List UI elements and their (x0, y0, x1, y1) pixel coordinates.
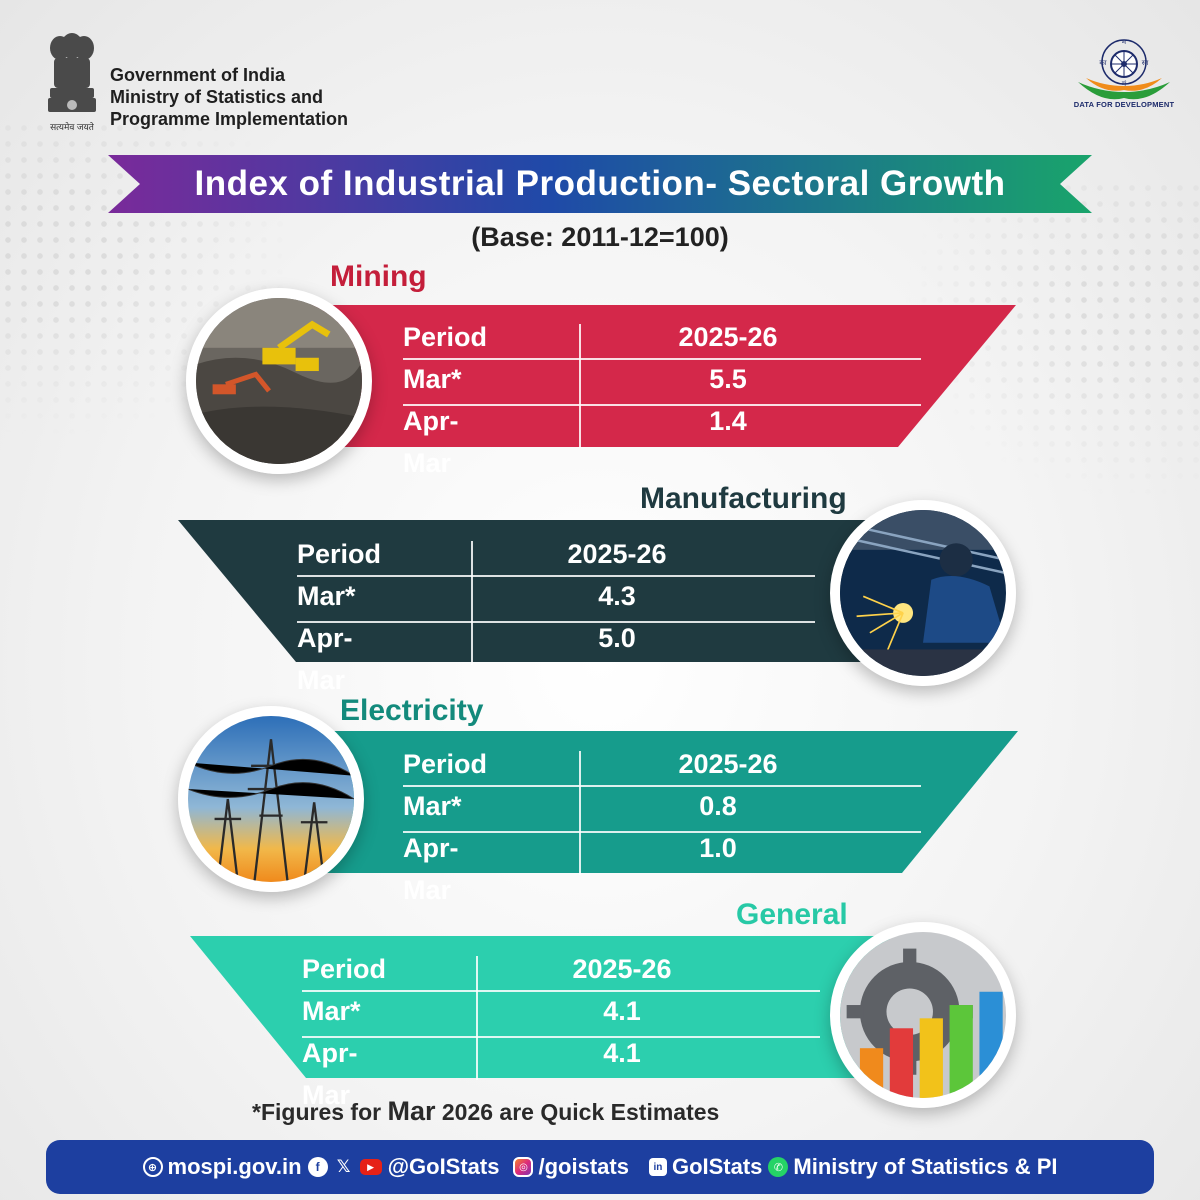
period-header: Period (302, 954, 387, 984)
period-label: Apr-Mar (403, 833, 459, 905)
mining-table: Period 2025-26 Mar* 5.5 Apr-Mar 1.4 (403, 316, 923, 478)
handle-link[interactable]: @GoIStats (388, 1154, 500, 1180)
instagram-link[interactable]: ◎ /goistats (513, 1154, 629, 1180)
youtube-icon[interactable]: ▶ (359, 1159, 382, 1175)
linkedin-link[interactable]: in GoIStats (648, 1154, 763, 1180)
svg-text:म: म (1122, 39, 1127, 46)
general-table: Period 2025-26 Mar* 4.1 Apr-Mar 4.1 (302, 948, 822, 1110)
base-year-label: (Base: 2011-12=100) (471, 222, 729, 252)
growth-value: 4.3 (598, 581, 636, 611)
gear-bar-chart-image (830, 922, 1016, 1108)
national-emblem-icon: सत्यमेव जयते (48, 33, 96, 132)
period-label: Apr-Mar (403, 406, 459, 478)
sector-title-electricity: Electricity (340, 694, 484, 727)
svg-text:मं: मं (1122, 80, 1127, 88)
gov-line-2: Ministry of Statistics and (110, 87, 324, 107)
growth-value: 4.1 (603, 996, 641, 1026)
svg-text:का: का (1099, 60, 1106, 67)
page-title: Index of Industrial Production- Sectoral… (194, 164, 1006, 203)
period-label: Apr-Mar (297, 623, 353, 695)
growth-value: 1.0 (699, 833, 737, 863)
ministry-name: Government of India Ministry of Statisti… (110, 64, 348, 130)
mining-panel (300, 305, 1016, 447)
year-header: 2025-26 (678, 322, 778, 352)
sector-title-general: General (736, 898, 848, 931)
period-label: Mar* (302, 996, 361, 1026)
whatsapp-icon: ✆ (768, 1157, 789, 1177)
footnote: *Figures for Mar 2026 are Quick Estimate… (252, 1096, 720, 1126)
year-header: 2025-26 (678, 749, 778, 779)
facebook-icon[interactable]: f (307, 1157, 328, 1177)
growth-value: 4.1 (603, 1038, 641, 1068)
x-icon[interactable]: 𝕏 (336, 1157, 351, 1176)
growth-value: 5.0 (598, 623, 636, 653)
period-header: Period (403, 749, 488, 779)
title-banner (108, 155, 1092, 213)
emblem-motto: सत्यमेव जयते (50, 121, 95, 132)
manufacturing-table: Period 2025-26 Mar* 4.3 Apr-Mar 5.0 (297, 533, 817, 695)
growth-value: 5.5 (709, 364, 747, 394)
welding-worker-image (830, 500, 1016, 686)
instagram-text: /goistats (538, 1154, 629, 1179)
instagram-icon: ◎ (513, 1157, 534, 1177)
globe-icon: ⊕ (142, 1157, 163, 1177)
year-header: 2025-26 (567, 539, 667, 569)
linkedin-icon: in (648, 1158, 667, 1176)
gov-line-3: Programme Implementation (110, 109, 349, 129)
growth-value: 1.4 (709, 406, 747, 436)
website-link[interactable]: ⊕ mospi.gov.in (142, 1154, 302, 1180)
period-header: Period (297, 539, 382, 569)
growth-value: 0.8 (699, 791, 737, 821)
logo-caption: DATA FOR DEVELOPMENT (1073, 100, 1175, 109)
year-header: 2025-26 (572, 954, 672, 984)
gov-line-1: Government of India (110, 65, 286, 85)
linkedin-text: GoIStats (671, 1154, 763, 1179)
handle-text: @GoIStats (387, 1154, 500, 1179)
power-pylons-image (178, 706, 364, 892)
sector-title-mining: Mining (330, 260, 427, 293)
svg-text:सा: सा (1142, 60, 1149, 67)
mospi-logo-icon: म सा का मं (1078, 39, 1170, 100)
social-footer: ⊕ mospi.gov.in f 𝕏 ▶ @GoIStats ◎ /goista… (46, 1140, 1154, 1194)
mining-excavator-image (186, 288, 372, 474)
sector-title-manufacturing: Manufacturing (640, 482, 847, 515)
period-label: Mar* (403, 791, 462, 821)
whatsapp-text: Ministry of Statistics & PI (793, 1154, 1058, 1179)
manufacturing-panel (178, 520, 888, 662)
period-label: Apr-Mar (302, 1038, 358, 1110)
whatsapp-link[interactable]: ✆ Ministry of Statistics & PI (768, 1154, 1057, 1180)
period-header: Period (403, 322, 488, 352)
general-panel (190, 936, 890, 1078)
electricity-panel (300, 731, 1018, 873)
electricity-table: Period 2025-26 Mar* 0.8 Apr-Mar 1.0 (403, 743, 923, 905)
website-text: mospi.gov.in (167, 1154, 302, 1179)
period-label: Mar* (403, 364, 462, 394)
period-label: Mar* (297, 581, 356, 611)
